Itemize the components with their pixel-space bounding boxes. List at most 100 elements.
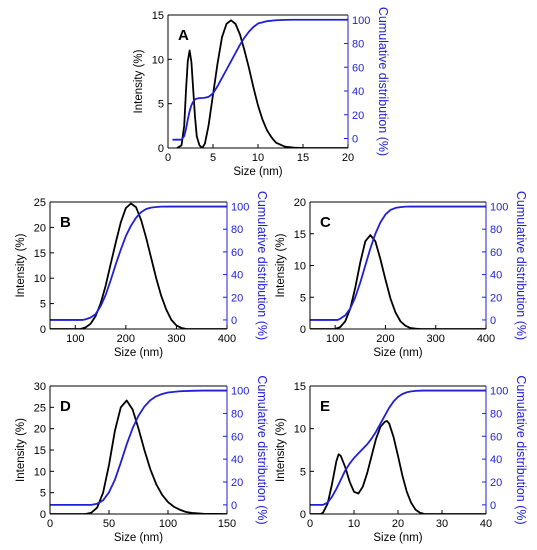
y-right-tick-label: 80 [231,224,243,236]
y-left-tick-label: 10 [34,273,46,285]
x-tick-label: 0 [47,518,53,530]
y-right-axis-label: Cumulative distribution (%) [376,7,390,156]
y-left-tick-label: 25 [34,402,46,414]
y-left-tick-label: 20 [294,197,306,209]
y-left-tick-label: 15 [34,248,46,260]
y-right-tick-label: 80 [231,408,243,420]
y-left-tick-label: 0 [300,509,306,521]
x-tick-label: 200 [117,333,135,345]
x-axis-label: Size (nm) [373,532,422,544]
y-right-tick-label: 20 [490,292,502,304]
y-left-tick-label: 10 [152,54,164,66]
y-right-tick-label: 100 [231,202,249,214]
y-right-axis-label: Cumulative distribution (%) [255,191,269,340]
x-tick-label: 5 [210,152,216,164]
y-right-tick-label: 0 [490,315,496,327]
panel-letter: D [60,398,71,415]
y-left-tick-label: 5 [300,466,306,478]
y-left-tick-label: 0 [300,324,306,336]
cumulative-line [50,389,227,506]
panel-b: 100 200 300 400 0 5 10 15 20 25 0 20 40 60 80 100 Size (… [15,191,269,359]
y-left-tick-label: 5 [40,299,46,311]
y-right-tick-label: 20 [490,477,502,489]
intensity-line [50,399,227,514]
y-left-tick-label: 5 [300,292,306,304]
x-tick-label: 30 [436,518,448,530]
x-tick-label: 300 [427,333,445,345]
y-right-tick-label: 60 [231,247,243,259]
x-tick-label: 0 [307,518,313,530]
x-tick-label: 15 [297,152,309,164]
y-left-tick-label: 25 [34,197,46,209]
x-axis-label: Size (nm) [373,347,422,359]
y-right-tick-label: 0 [231,500,237,512]
intensity-line [310,234,486,329]
y-right-tick-label: 100 [490,386,508,398]
y-left-tick-label: 5 [158,99,164,111]
x-tick-label: 300 [167,333,185,345]
y-right-tick-label: 0 [231,315,237,327]
y-right-tick-label: 100 [231,386,249,398]
panel-d: 0 50 100 150 0 5 10 15 20 25 30 0 20 40 60 80 100 Size (n… [15,375,269,544]
x-tick-label: 50 [103,518,115,530]
y-right-tick-label: 60 [490,247,502,259]
y-left-axis-label: Intensity (%) [275,418,287,482]
y-left-tick-label: 15 [34,445,46,457]
cumulative-line [310,389,486,506]
x-tick-label: 150 [218,518,236,530]
x-tick-label: 20 [342,152,354,164]
y-right-tick-label: 20 [231,477,243,489]
y-right-axis-label: Cumulative distribution (%) [514,375,528,524]
y-left-tick-label: 5 [40,488,46,500]
x-tick-label: 100 [326,333,344,345]
x-tick-label: 100 [159,518,177,530]
x-tick-label: 400 [477,333,495,345]
y-right-tick-label: 0 [490,500,496,512]
x-tick-label: 10 [348,518,360,530]
x-tick-label: 40 [480,518,492,530]
y-right-tick-label: 80 [490,408,502,420]
y-left-tick-label: 20 [34,424,46,436]
y-right-tick-label: 20 [231,292,243,304]
y-right-tick-label: 40 [352,86,364,98]
y-right-tick-label: 40 [490,454,502,466]
y-right-tick-label: 20 [352,110,364,122]
y-left-axis-label: Intensity (%) [15,233,27,297]
y-left-tick-label: 0 [158,143,164,155]
y-left-axis-label: Intensity (%) [275,233,287,297]
y-right-tick-label: 60 [352,62,364,74]
y-right-tick-label: 100 [490,202,508,214]
cumulative-line [310,205,486,321]
y-right-tick-label: 40 [231,454,243,466]
y-left-tick-label: 30 [34,381,46,393]
cumulative-line [50,205,227,321]
intensity-line [310,420,486,514]
x-axis-label: Size (nm) [233,166,282,178]
y-right-tick-label: 40 [490,270,502,282]
y-left-tick-label: 20 [34,222,46,234]
x-tick-label: 10 [252,152,264,164]
y-right-tick-label: 40 [231,270,243,282]
x-tick-label: 0 [165,152,171,164]
y-right-axis-label: Cumulative distribution (%) [255,375,269,524]
x-tick-label: 200 [376,333,394,345]
y-left-tick-label: 10 [34,466,46,478]
y-left-tick-label: 10 [294,261,306,273]
y-left-tick-label: 0 [40,509,46,521]
y-left-tick-label: 15 [152,10,164,22]
y-left-tick-label: 0 [40,324,46,336]
y-left-axis-label: Intensity (%) [133,49,145,113]
cumulative-line [172,18,348,141]
y-right-tick-label: 100 [352,15,370,27]
panel-a: 0 5 10 15 20 0 5 10 15 0 20 40 60 80 100 Size (nm) Inten… [133,7,390,178]
panel-letter: E [320,398,330,415]
y-right-tick-label: 60 [490,431,502,443]
y-left-tick-label: 15 [294,381,306,393]
y-left-tick-label: 15 [294,229,306,241]
y-right-tick-label: 80 [352,39,364,51]
panel-letter: C [320,214,331,231]
y-right-axis-label: Cumulative distribution (%) [514,191,528,340]
x-tick-label: 400 [218,333,236,345]
